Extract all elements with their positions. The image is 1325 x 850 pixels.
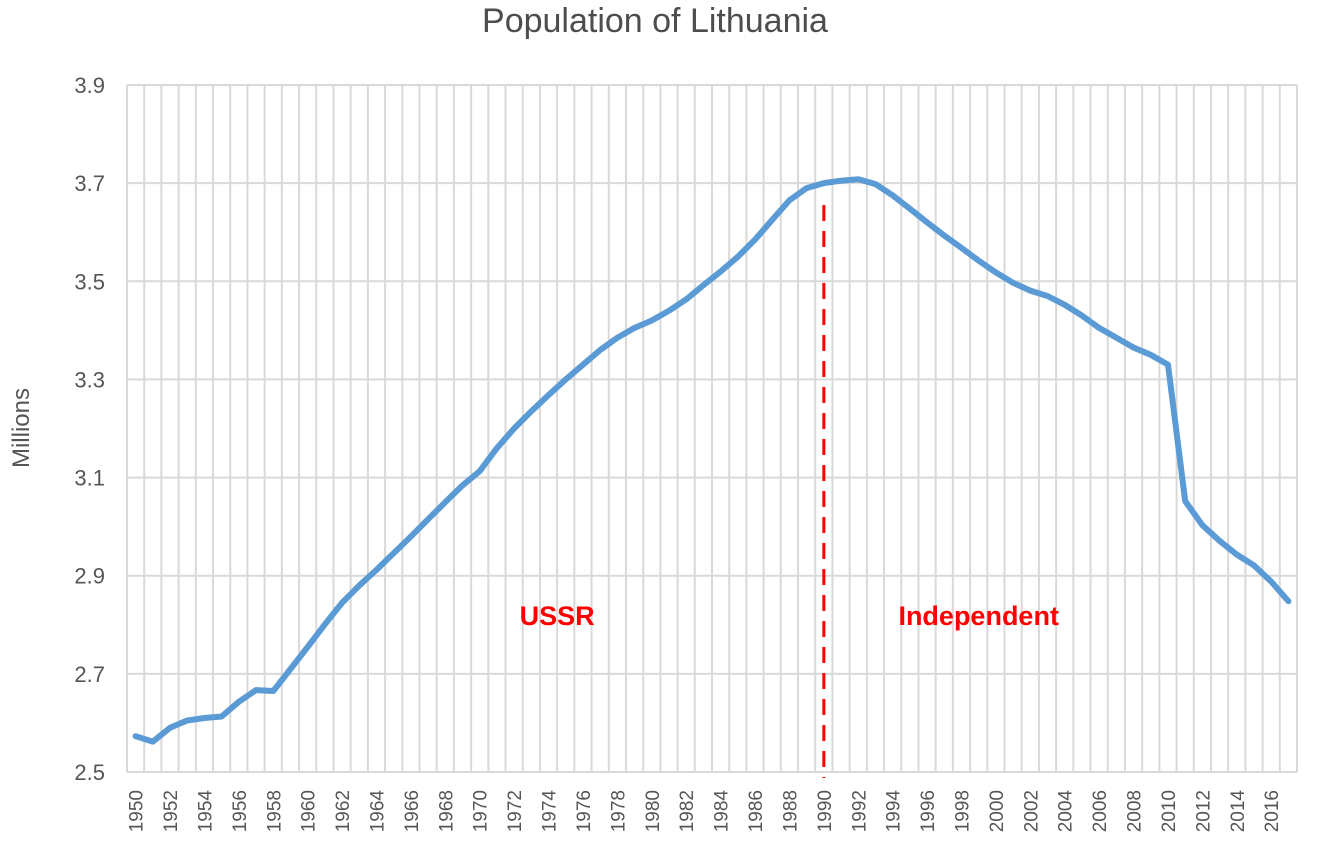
y-tick-label: 3.5 [74, 269, 105, 294]
x-tick-label: 2006 [1090, 790, 1111, 832]
vertical-gridlines [126, 85, 1298, 772]
x-tick-label: 1962 [333, 790, 354, 832]
x-tick-label: 1976 [574, 790, 595, 832]
x-tick-label: 2004 [1056, 790, 1077, 833]
x-tick-label: 1992 [849, 790, 870, 832]
y-tick-label: 3.3 [74, 367, 105, 392]
y-tick-labels: 2.5 2.7 2.9 3.1 3.3 3.5 3.7 3.9 [74, 73, 105, 785]
series-line-0 [132, 176, 1292, 745]
x-tick-label: 1980 [643, 790, 664, 832]
annotation-ussr: USSR [520, 601, 595, 631]
x-tick-label: 1956 [230, 790, 251, 832]
x-tick-label: 1966 [402, 790, 423, 832]
x-tick-label: 1988 [780, 790, 801, 832]
x-tick-label: 1964 [367, 790, 388, 833]
x-tick-label: 1970 [471, 790, 492, 832]
x-tick-label: 1986 [746, 790, 767, 832]
x-tick-label: 1960 [299, 790, 320, 832]
x-tick-label: 1978 [608, 790, 629, 832]
x-tick-label: 1998 [952, 790, 973, 832]
x-tick-label: 1968 [436, 790, 457, 832]
x-tick-label: 2000 [987, 790, 1008, 832]
y-tick-label: 3.7 [74, 171, 105, 196]
chart-title: Population of Lithuania [482, 2, 828, 40]
x-tick-label: 2002 [1021, 790, 1042, 832]
y-tick-label: 3.9 [74, 73, 105, 98]
x-tick-label: 1954 [195, 790, 216, 833]
x-tick-labels: 1950 1952 1954 1956 1958 1960 1962 1964 1966 1968… [127, 790, 1284, 833]
annotation-independent: Independent [898, 601, 1059, 631]
x-tick-label: 1952 [161, 790, 182, 832]
x-tick-label: 2014 [1228, 790, 1249, 833]
x-tick-label: 1974 [540, 790, 561, 833]
x-tick-label: 2008 [1125, 790, 1146, 832]
x-tick-label: 2016 [1262, 790, 1283, 832]
x-tick-label: 1972 [505, 790, 526, 832]
x-tick-label: 1958 [264, 790, 285, 832]
horizontal-gridlines [127, 84, 1297, 773]
x-tick-label: 1984 [712, 790, 733, 833]
x-tick-label: 1996 [918, 790, 939, 832]
y-tick-label: 3.1 [74, 466, 105, 491]
x-tick-label: 1990 [815, 790, 836, 832]
x-tick-label: 2012 [1193, 790, 1214, 832]
y-tick-label: 2.5 [74, 760, 105, 785]
y-tick-label: 2.7 [74, 662, 105, 687]
series-lines [132, 176, 1292, 745]
x-tick-label: 2010 [1159, 790, 1180, 832]
x-tick-label: 1982 [677, 790, 698, 832]
y-tick-label: 2.9 [74, 564, 105, 589]
x-tick-label: 1994 [884, 790, 905, 833]
x-tick-label: 1950 [127, 790, 148, 832]
